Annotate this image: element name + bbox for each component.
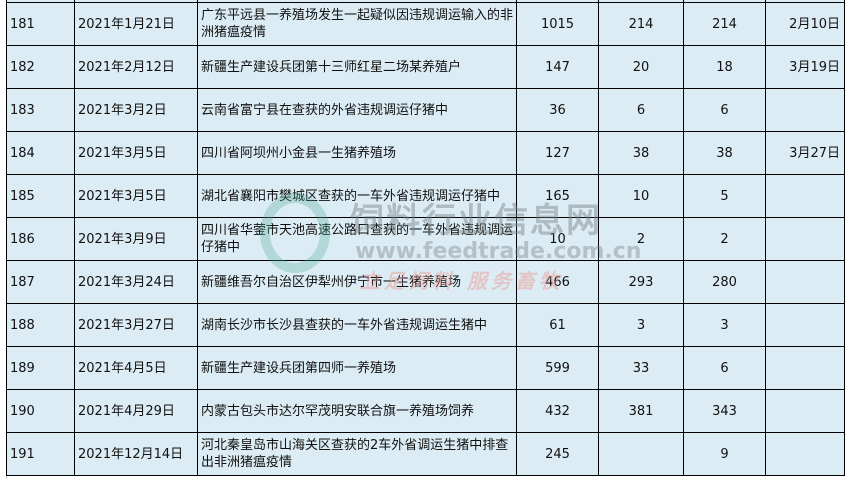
cell-c[interactable]: 343 bbox=[683, 389, 766, 433]
cell-c[interactable]: 2 bbox=[683, 217, 766, 261]
cell-date[interactable]: 2021年3月5日 bbox=[74, 131, 198, 175]
cell-b[interactable]: 2 bbox=[598, 217, 684, 261]
cell-desc[interactable]: 新疆维吾尔自治区伊犁州伊宁市一生猪养殖场 bbox=[197, 260, 517, 304]
cell-id[interactable]: 189 bbox=[6, 346, 75, 390]
cell-desc[interactable]: 新疆生产建设兵团第四师一养殖场 bbox=[197, 346, 517, 390]
table-row: 181 2021年1月21日 广东平远县一养殖场发生一起疑似因违规调运输入的非洲猪瘟… bbox=[6, 2, 845, 46]
table-row: 191 2021年12月14日 河北秦皇岛市山海关区查获的2车外省调运生猪中排查出非… bbox=[6, 432, 845, 476]
cell-date[interactable]: 2021年3月27日 bbox=[74, 303, 198, 347]
cell-id[interactable]: 181 bbox=[6, 2, 75, 46]
cell-date[interactable]: 2021年12月14日 bbox=[74, 432, 198, 476]
cell-desc[interactable]: 云南省富宁县在查获的外省违规调运仔猪中 bbox=[197, 88, 517, 132]
cell-id[interactable]: 185 bbox=[6, 174, 75, 218]
cell-a[interactable]: 466 bbox=[516, 260, 599, 304]
cell-date[interactable]: 2021年1月21日 bbox=[74, 2, 198, 46]
cell-date[interactable]: 2021年4月5日 bbox=[74, 346, 198, 390]
cell-b[interactable] bbox=[598, 432, 684, 476]
cell-b[interactable]: 3 bbox=[598, 303, 684, 347]
cell-end[interactable] bbox=[765, 260, 845, 304]
cell-desc[interactable]: 四川省阿坝州小金县一生猪养殖场 bbox=[197, 131, 517, 175]
cell-id[interactable]: 183 bbox=[6, 88, 75, 132]
cell-b[interactable]: 214 bbox=[598, 2, 684, 46]
cell-desc[interactable]: 新疆生产建设兵团第十三师红星二场某养殖户 bbox=[197, 45, 517, 89]
cell-desc[interactable]: 河北秦皇岛市山海关区查获的2车外省调运生猪中排查出非洲猪瘟疫情 bbox=[197, 432, 517, 476]
cell-desc[interactable]: 湖北省襄阳市樊城区查获的一车外省违规调运仔猪中 bbox=[197, 174, 517, 218]
cell-c[interactable]: 280 bbox=[683, 260, 766, 304]
cell-c[interactable]: 3 bbox=[683, 303, 766, 347]
cell-b[interactable]: 33 bbox=[598, 346, 684, 390]
table-row: 183 2021年3月2日 云南省富宁县在查获的外省违规调运仔猪中 36 6 6 bbox=[6, 88, 845, 132]
cell-end[interactable] bbox=[765, 346, 845, 390]
table-row: 182 2021年2月12日 新疆生产建设兵团第十三师红星二场某养殖户 147 20 18… bbox=[6, 45, 845, 89]
cell-id[interactable]: 191 bbox=[6, 432, 75, 476]
cell-date[interactable]: 2021年3月2日 bbox=[74, 88, 198, 132]
cell-c[interactable]: 5 bbox=[683, 174, 766, 218]
cell-id[interactable]: 187 bbox=[6, 260, 75, 304]
cell-id[interactable]: 190 bbox=[6, 389, 75, 433]
cell-end[interactable] bbox=[765, 432, 845, 476]
cell-c[interactable]: 214 bbox=[683, 2, 766, 46]
cell-end[interactable] bbox=[765, 88, 845, 132]
cell-date[interactable]: 2021年2月12日 bbox=[74, 45, 198, 89]
cell-c[interactable]: 18 bbox=[683, 45, 766, 89]
cell-end[interactable]: 3月19日 bbox=[765, 45, 845, 89]
cell-a[interactable]: 1015 bbox=[516, 2, 599, 46]
cell-end[interactable] bbox=[765, 389, 845, 433]
cell-c[interactable]: 6 bbox=[683, 88, 766, 132]
cell-a[interactable]: 165 bbox=[516, 174, 599, 218]
table-row: 186 2021年3月9日 四川省华蓥市天池高速公路口查获的一车外省违规调运仔猪中 1… bbox=[6, 217, 845, 261]
cell-id[interactable]: 184 bbox=[6, 131, 75, 175]
cell-date[interactable]: 2021年4月29日 bbox=[74, 389, 198, 433]
table-row: 189 2021年4月5日 新疆生产建设兵团第四师一养殖场 599 33 6 bbox=[6, 346, 845, 390]
cell-id[interactable]: 186 bbox=[6, 217, 75, 261]
table-row: 190 2021年4月29日 内蒙古包头市达尔罕茂明安联合旗一养殖场饲养 432 381… bbox=[6, 389, 845, 433]
cell-date[interactable]: 2021年3月9日 bbox=[74, 217, 198, 261]
cell-desc[interactable]: 广东平远县一养殖场发生一起疑似因违规调运输入的非洲猪瘟疫情 bbox=[197, 2, 517, 46]
cell-a[interactable]: 61 bbox=[516, 303, 599, 347]
cell-id[interactable]: 188 bbox=[6, 303, 75, 347]
cell-b[interactable]: 293 bbox=[598, 260, 684, 304]
cell-desc[interactable]: 内蒙古包头市达尔罕茂明安联合旗一养殖场饲养 bbox=[197, 389, 517, 433]
cell-end[interactable]: 3月27日 bbox=[765, 131, 845, 175]
cell-a[interactable]: 10 bbox=[516, 217, 599, 261]
cell-c[interactable]: 6 bbox=[683, 346, 766, 390]
cell-end[interactable] bbox=[765, 303, 845, 347]
cell-desc[interactable]: 四川省华蓥市天池高速公路口查获的一车外省违规调运仔猪中 bbox=[197, 217, 517, 261]
cell-end[interactable]: 2月10日 bbox=[765, 2, 845, 46]
cell-desc[interactable]: 湖南长沙市长沙县查获的一车外省违规调运生猪中 bbox=[197, 303, 517, 347]
cell-c[interactable]: 9 bbox=[683, 432, 766, 476]
table-row: 185 2021年3月5日 湖北省襄阳市樊城区查获的一车外省违规调运仔猪中 165 10… bbox=[6, 174, 845, 218]
cell-a[interactable]: 147 bbox=[516, 45, 599, 89]
cell-b[interactable]: 38 bbox=[598, 131, 684, 175]
table-row: 188 2021年3月27日 湖南长沙市长沙县查获的一车外省违规调运生猪中 61 3 3 bbox=[6, 303, 845, 347]
cell-b[interactable]: 10 bbox=[598, 174, 684, 218]
cell-date[interactable]: 2021年3月5日 bbox=[74, 174, 198, 218]
cell-b[interactable]: 20 bbox=[598, 45, 684, 89]
cell-a[interactable]: 245 bbox=[516, 432, 599, 476]
cell-id[interactable]: 182 bbox=[6, 45, 75, 89]
cell-a[interactable]: 599 bbox=[516, 346, 599, 390]
cell-a[interactable]: 36 bbox=[516, 88, 599, 132]
cell-end[interactable] bbox=[765, 217, 845, 261]
outbreak-table: 181 2021年1月21日 广东平远县一养殖场发生一起疑似因违规调运输入的非洲猪瘟… bbox=[6, 0, 845, 476]
cell-b[interactable]: 381 bbox=[598, 389, 684, 433]
cell-a[interactable]: 432 bbox=[516, 389, 599, 433]
cell-c[interactable]: 38 bbox=[683, 131, 766, 175]
cell-a[interactable]: 127 bbox=[516, 131, 599, 175]
table-row: 184 2021年3月5日 四川省阿坝州小金县一生猪养殖场 127 38 38 3月27日 bbox=[6, 131, 845, 175]
cell-b[interactable]: 6 bbox=[598, 88, 684, 132]
cell-date[interactable]: 2021年3月24日 bbox=[74, 260, 198, 304]
table-row: 187 2021年3月24日 新疆维吾尔自治区伊犁州伊宁市一生猪养殖场 466 293 2… bbox=[6, 260, 845, 304]
cell-end[interactable] bbox=[765, 174, 845, 218]
